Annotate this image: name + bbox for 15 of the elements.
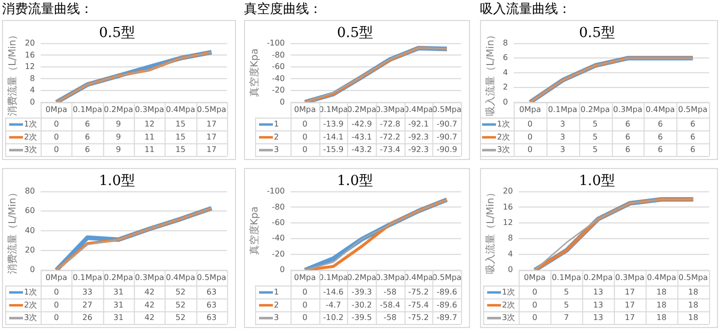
chart-title: 0.5型 — [336, 24, 374, 41]
y-axis-title: 消费流量（L/Min） — [6, 30, 18, 116]
chart-title: 0.5型 — [578, 24, 616, 41]
y-axis-title: 吸入流量（L/Min） — [484, 30, 496, 116]
chart-title: 1.0型 — [578, 172, 616, 189]
text: 真空度曲线： — [244, 1, 323, 19]
text: 消费流量曲线： — [2, 1, 94, 19]
y-axis-title: 真空度Kpa — [248, 48, 260, 98]
chart-title: 1.0型 — [336, 172, 374, 189]
y-axis-title: 真空度Kpa — [248, 206, 260, 256]
y-axis-title: 吸入流量（L/Min） — [484, 188, 496, 274]
y-axis-title: 消费流量（L/Min） — [6, 188, 18, 274]
chart-title: 1.0型 — [98, 172, 136, 189]
chart-title: 0.5型 — [98, 24, 136, 41]
text: 吸入流量曲线： — [480, 1, 572, 19]
